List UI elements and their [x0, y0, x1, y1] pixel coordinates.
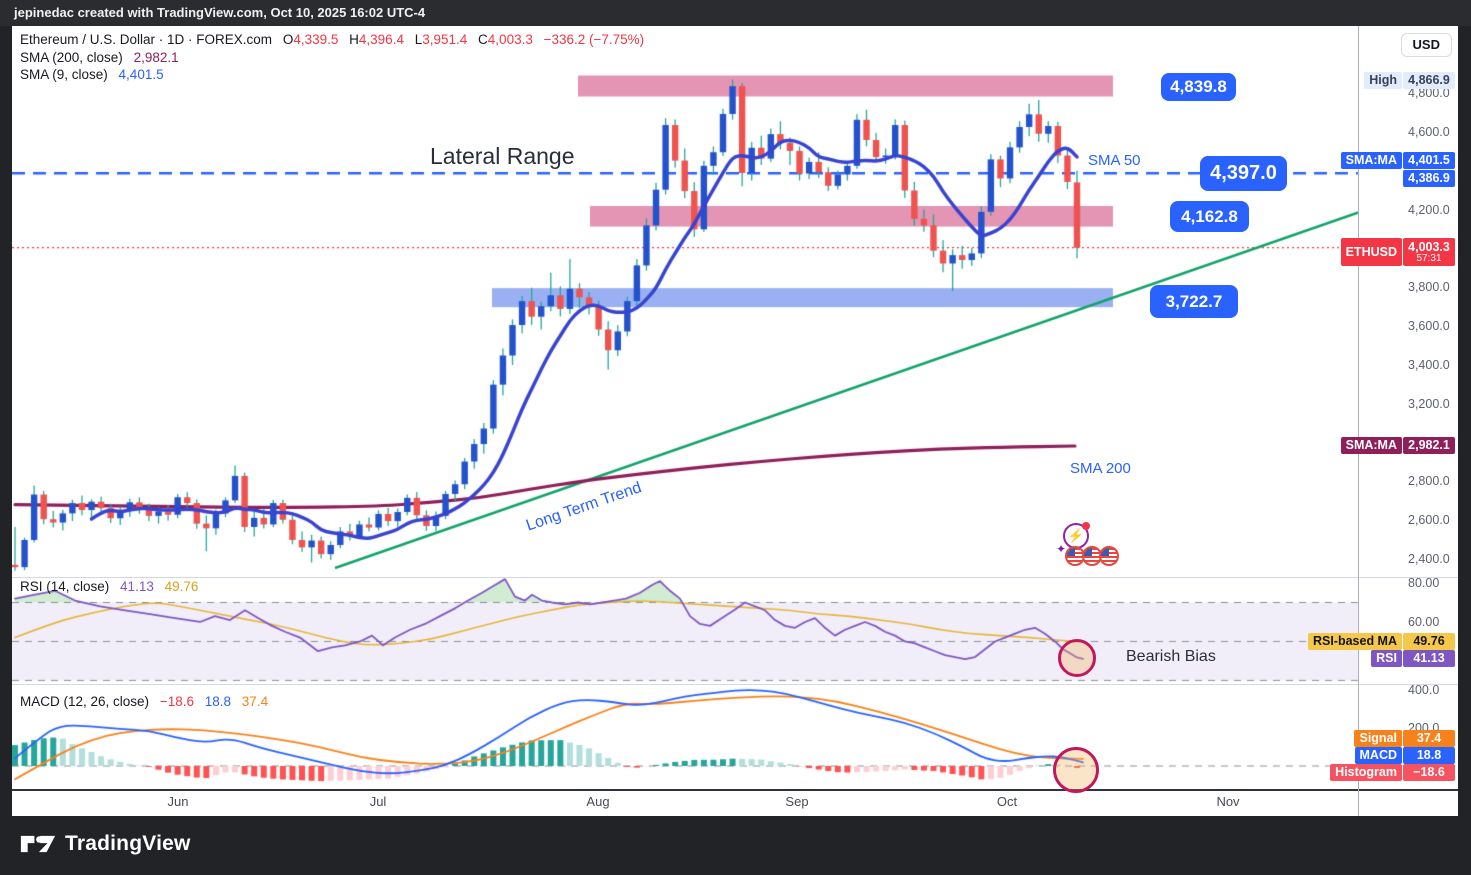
price-tick-label: 2,800.0	[1408, 474, 1450, 489]
chart-surface: Ethereum / U.S. Dollar · 1D · FOREX.com …	[12, 26, 1458, 816]
notification-dot	[1082, 522, 1090, 530]
symbol-title[interactable]: Ethereum / U.S. Dollar · 1D · FOREX.com	[20, 32, 273, 47]
tradingview-logo-icon	[20, 835, 56, 853]
macd-badge: MACD 18.8	[1354, 747, 1455, 764]
macd-circle-annotation[interactable]	[1053, 747, 1099, 793]
time-tick-label: Aug	[586, 794, 610, 809]
economic-events-flags[interactable]	[1065, 546, 1119, 566]
price-callout-4839[interactable]: 4,839.8	[1161, 73, 1236, 101]
time-tick-label: Oct	[996, 794, 1018, 809]
bar-countdown: 57:31	[1416, 252, 1442, 264]
sparkle-icon: ✦	[1056, 542, 1067, 556]
macd-legend: MACD (12, 26, close) −18.6 18.8 37.4	[20, 694, 268, 709]
price-tick-label: 60.00	[1408, 614, 1440, 629]
ohlc-low: L3,951.4	[414, 32, 468, 47]
sma200-label[interactable]: SMA 200	[1070, 460, 1131, 477]
price-tick-label: 4,800.0	[1408, 86, 1450, 100]
price-callout-4162[interactable]: 4,162.8	[1170, 201, 1249, 232]
tradingview-brand[interactable]: TradingView	[20, 831, 191, 857]
level-price-badge: 4,386.9	[1402, 170, 1455, 187]
rsi-badge: RSI 41.13	[1371, 650, 1455, 667]
time-tick-label: Jun	[167, 794, 189, 809]
lateral-range-label[interactable]: Lateral Range	[430, 143, 575, 169]
rsi-ma-value: 49.76	[164, 579, 199, 594]
last-price-badge: ETHUSD 4,003.3 57:31	[1340, 238, 1455, 266]
ohlc-open: O4,339.5	[282, 32, 339, 47]
price-tick-label: 2,400.0	[1408, 552, 1450, 566]
us-flag-icon[interactable]	[1099, 546, 1119, 566]
high-price-badge: High 4,866.9	[1364, 72, 1455, 89]
events-lightning-icon[interactable]: ⚡	[1063, 522, 1090, 549]
price-tick-label: 4,600.0	[1408, 124, 1450, 139]
price-tick-label: 2,600.0	[1408, 513, 1450, 528]
time-tick-label: Nov	[1216, 794, 1240, 809]
price-axis-border	[1358, 26, 1359, 816]
sma50-label[interactable]: SMA 50	[1088, 152, 1141, 169]
price-tick-label: 3,400.0	[1408, 357, 1450, 372]
price-callout-4397[interactable]: 4,397.0	[1200, 156, 1287, 191]
price-tick-label: 3,800.0	[1408, 280, 1450, 295]
sma200-indicator-title[interactable]: SMA (200, close)	[20, 49, 123, 65]
sma200-indicator-value: 2,982.1	[133, 49, 179, 65]
us-flag-icon[interactable]	[1082, 546, 1102, 566]
rsi-ma-badge: RSI-based MA 49.76	[1307, 633, 1455, 650]
pane-separator-macd[interactable]	[12, 684, 1458, 685]
legend-row-sma9: SMA (9, close) 4,401.5	[20, 66, 644, 84]
snapshot-attribution: jepinedac created with TradingView.com, …	[0, 0, 1471, 26]
sma9-indicator-value: 4,401.5	[118, 67, 164, 82]
price-tick-label: 4,200.0	[1408, 202, 1450, 217]
sma9-indicator-title[interactable]: SMA (9, close)	[20, 67, 108, 82]
rsi-circle-annotation[interactable]	[1058, 639, 1096, 677]
tradingview-brand-name: TradingView	[65, 832, 191, 855]
ohlc-high: H4,396.4	[349, 32, 404, 47]
price-tick-label: 400.0	[1408, 683, 1440, 697]
macd-value: 18.8	[204, 694, 232, 709]
macd-title[interactable]: MACD (12, 26, close)	[20, 694, 150, 709]
currency-toggle-button[interactable]: USD	[1400, 33, 1452, 57]
ohlc-close: C4,003.3	[478, 32, 533, 47]
price-tick-label: 3,600.0	[1408, 319, 1450, 333]
pane-separator-rsi[interactable]	[12, 577, 1458, 578]
time-axis-border	[12, 789, 1458, 791]
legend-row-sma200: SMA (200, close) 2,982.1	[20, 49, 644, 67]
macd-hist-value: −18.6	[159, 694, 194, 709]
macd-signal-value: 37.4	[241, 694, 269, 709]
sma9-price-badge: SMA:MA 4,401.5	[1340, 152, 1455, 169]
symbol-legend: Ethereum / U.S. Dollar · 1D · FOREX.com …	[20, 31, 644, 84]
legend-row-symbol: Ethereum / U.S. Dollar · 1D · FOREX.com …	[20, 31, 644, 49]
time-tick-label: Jul	[369, 794, 387, 809]
signal-badge: Signal 37.4	[1354, 730, 1455, 747]
price-callout-3722[interactable]: 3,722.7	[1150, 285, 1238, 318]
rsi-legend: RSI (14, close) 41.13 49.76	[20, 579, 198, 594]
rsi-value: 41.13	[120, 579, 154, 594]
time-tick-label: Sep	[785, 794, 809, 809]
price-tick-label: 3,200.0	[1408, 396, 1450, 411]
price-tick-label: 80.00	[1408, 576, 1440, 590]
histogram-badge: Histogram −18.6	[1330, 764, 1455, 781]
snapshot-footer: TradingView	[0, 816, 1471, 875]
rsi-title[interactable]: RSI (14, close)	[20, 579, 110, 594]
bearish-bias-label[interactable]: Bearish Bias	[1126, 648, 1216, 665]
change-value: −336.2 (−7.75%)	[543, 32, 645, 47]
sma200-price-badge: SMA:MA 2,982.1	[1340, 437, 1455, 454]
